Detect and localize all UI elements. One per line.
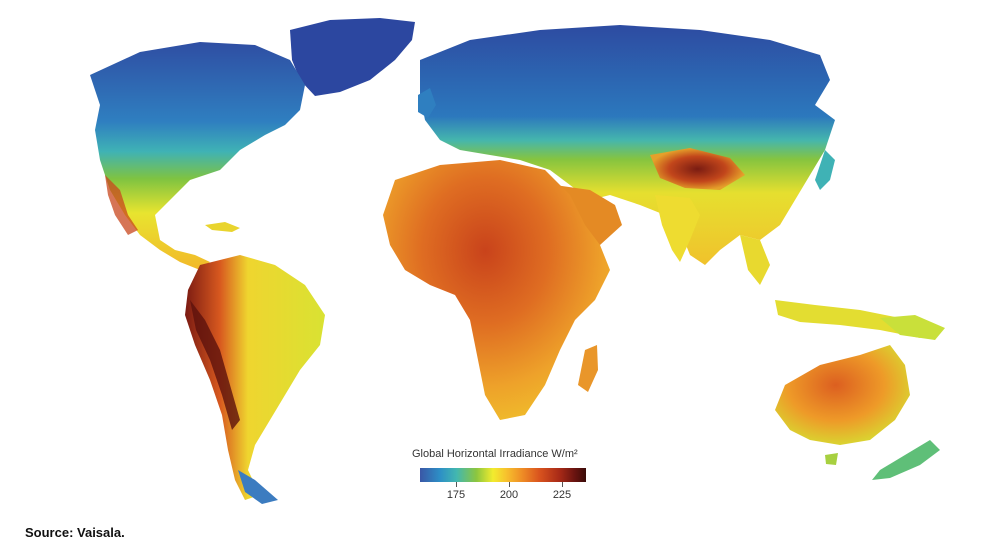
legend-tick-label: 175 [446,489,466,501]
south-america-landmass [185,255,325,500]
british-isles [418,88,436,118]
japan-islands [815,150,835,190]
north-america-landmass [90,42,305,270]
legend-title: Global Horizontal Irradiance W/m² [412,448,578,460]
new-zealand [872,440,940,480]
africa-landmass [383,160,610,420]
patagonia-tip [238,470,278,504]
irradiance-legend: Global Horizontal Irradiance W/m² 175 20… [412,448,602,518]
legend-color-bar [420,468,586,482]
australia-landmass [775,345,910,445]
mexico-highlands [105,175,138,235]
legend-tick-mark [456,482,457,487]
indochina [740,235,770,285]
legend-tick-label: 225 [552,489,572,501]
madagascar [578,345,598,392]
indian-subcontinent [655,195,700,262]
caribbean-islands [205,222,240,232]
andes-range [190,300,240,430]
tibetan-plateau [650,148,745,190]
new-guinea [880,315,945,340]
indonesia-islands [775,300,930,338]
greenland-landmass [290,18,415,96]
legend-tick-label: 200 [499,489,519,501]
eurasia-landmass [420,25,835,265]
legend-tick-mark [509,482,510,487]
source-credit: Source: Vaisala. [25,525,125,540]
tasmania [825,453,838,465]
legend-tick-mark [562,482,563,487]
